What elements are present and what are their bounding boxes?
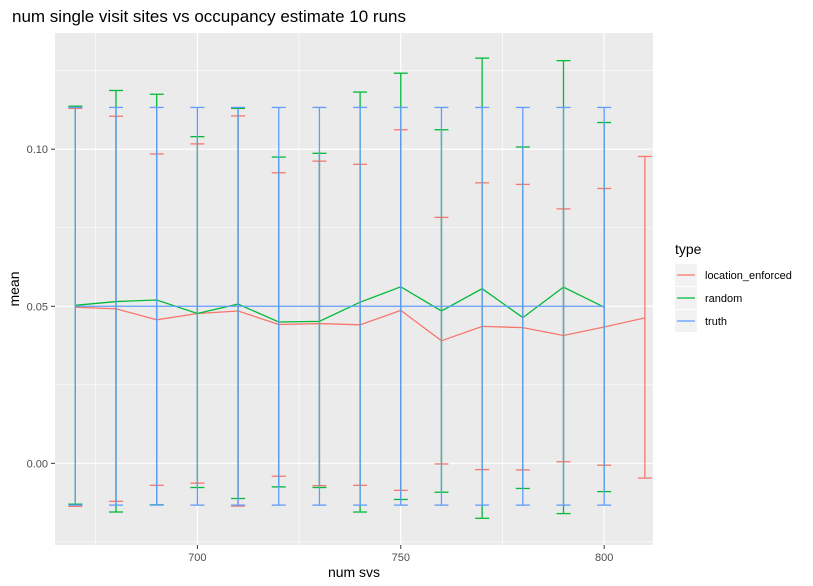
y-axis-title: mean xyxy=(6,271,22,306)
x-tick-label: 700 xyxy=(188,552,206,564)
x-axis-title: num svs xyxy=(328,564,380,580)
series-truth xyxy=(68,106,612,506)
legend-label-random: random xyxy=(705,293,742,305)
y-tick-label: 0.10 xyxy=(27,144,48,156)
plot-panel xyxy=(55,33,653,545)
mean-line-random xyxy=(75,286,605,323)
x-tick-label: 800 xyxy=(595,552,613,564)
minor-gridlines xyxy=(55,33,653,545)
y-axis: 0.00 0.05 0.10 xyxy=(27,144,55,470)
y-tick-label: 0.05 xyxy=(27,301,48,313)
chart-marks xyxy=(68,57,652,519)
x-tick-label: 750 xyxy=(392,552,410,564)
chart-title: num single visit sites vs occupancy esti… xyxy=(12,7,406,26)
legend-title: type xyxy=(675,241,702,257)
legend-label-truth: truth xyxy=(705,316,727,328)
y-tick-label: 0.00 xyxy=(27,458,48,470)
x-axis: 700 750 800 xyxy=(188,545,613,564)
legend-label-location-enforced: location_enforced xyxy=(705,270,792,282)
